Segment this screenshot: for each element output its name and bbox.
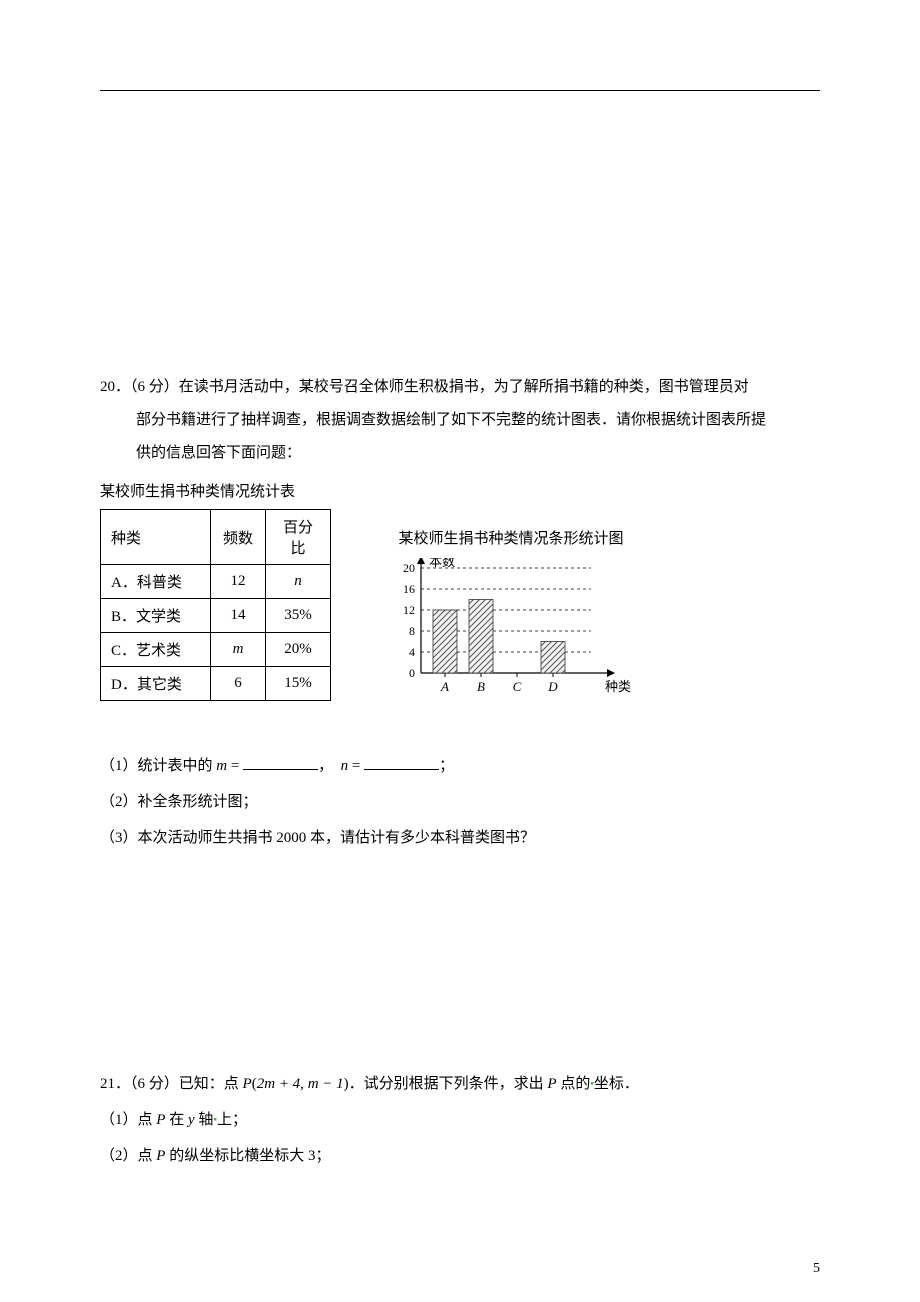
q21-block: 21．（6 分）已知：点 P(2m + 4, m − 1)．试分别根据下列条件，… bbox=[100, 1066, 820, 1174]
q21-suffix: 点的 bbox=[557, 1076, 591, 1092]
bar-chart-container: 某校师生捐书种类情况条形统计图 本数种类 0 4 8 12 16 20 A B C D bbox=[381, 527, 641, 708]
cell-cat: B．文学类 bbox=[101, 599, 211, 633]
q21-period: ． bbox=[624, 1076, 639, 1092]
svg-text:D: D bbox=[547, 679, 558, 694]
sub1-prefix: （1）点 bbox=[100, 1112, 156, 1128]
svg-text:0: 0 bbox=[409, 666, 415, 680]
sub1-suffix: ； bbox=[439, 758, 454, 774]
q21-points: （6 分） bbox=[130, 1076, 179, 1092]
q21-mid: ．试分别根据下列条件，求出 bbox=[349, 1076, 548, 1092]
svg-text:16: 16 bbox=[403, 582, 415, 596]
sub2-prefix: （2）点 bbox=[100, 1148, 156, 1164]
q20-line1: 在读书月活动中，某校号召全体师生积极捐书，为了解所捐书籍的种类，图书管理员对 bbox=[179, 379, 749, 395]
formula-P2: P bbox=[547, 1076, 556, 1092]
sub1-suffix: 上； bbox=[217, 1112, 247, 1128]
table-row: A．科普类 12 n bbox=[101, 565, 331, 599]
q20-subquestions: （1）统计表中的 m = ， n = ； （2）补全条形统计图； （3）本次活动… bbox=[100, 748, 820, 856]
blank-m bbox=[243, 755, 318, 770]
cell-cat: A．科普类 bbox=[101, 565, 211, 599]
cell-pct: 35% bbox=[266, 599, 331, 633]
q20-points: （6 分） bbox=[130, 379, 179, 395]
q20-sub3: （3）本次活动师生共捐书 2000 本，请估计有多少本科普类图书？ bbox=[100, 820, 820, 856]
cell-freq: 14 bbox=[211, 599, 266, 633]
svg-text:B: B bbox=[477, 679, 485, 694]
sub1-axis: 轴 bbox=[195, 1112, 214, 1128]
th-percent: 百分比 bbox=[266, 510, 331, 565]
q20-number: 20． bbox=[100, 379, 130, 395]
table-row: D．其它类 6 15% bbox=[101, 667, 331, 701]
var-m: m bbox=[233, 641, 244, 657]
sub1-y: y bbox=[188, 1112, 195, 1128]
q21-number: 21． bbox=[100, 1076, 130, 1092]
svg-text:20: 20 bbox=[403, 561, 415, 575]
stat-table: 种类 频数 百分比 A．科普类 12 n B．文学类 14 35% C．艺术类 … bbox=[100, 509, 331, 701]
q21-sub2: （2）点 P 的纵坐标比横坐标大 3； bbox=[100, 1138, 820, 1174]
cell-freq: 12 bbox=[211, 565, 266, 599]
sub1-mid: 在 bbox=[165, 1112, 188, 1128]
sub1-eq1: = bbox=[227, 758, 243, 774]
chart-title: 某校师生捐书种类情况条形统计图 bbox=[381, 527, 641, 548]
table-row: B．文学类 14 35% bbox=[101, 599, 331, 633]
svg-text:8: 8 bbox=[409, 624, 415, 638]
q21-prefix: 已知：点 bbox=[179, 1076, 243, 1092]
q20-sub1: （1）统计表中的 m = ， n = ； bbox=[100, 748, 820, 784]
cell-cat: C．艺术类 bbox=[101, 633, 211, 667]
svg-text:12: 12 bbox=[403, 603, 415, 617]
sub1-n: n bbox=[341, 758, 349, 774]
cell-freq: m bbox=[211, 633, 266, 667]
sub1-comma: ， bbox=[318, 758, 333, 774]
q20-sub2: （2）补全条形统计图； bbox=[100, 784, 820, 820]
formula-P: P bbox=[243, 1076, 252, 1092]
table-row: C．艺术类 m 20% bbox=[101, 633, 331, 667]
sub1-prefix: （1）统计表中的 bbox=[100, 758, 216, 774]
q20-line3: 供的信息回答下面问题： bbox=[100, 437, 820, 470]
table-header-row: 种类 频数 百分比 bbox=[101, 510, 331, 565]
svg-text:4: 4 bbox=[409, 645, 415, 659]
q20-line2: 部分书籍进行了抽样调查，根据调查数据绘制了如下不完整的统计图表．请你根据统计图表… bbox=[100, 404, 820, 437]
cell-freq: 6 bbox=[211, 667, 266, 701]
sub1-eq2: = bbox=[348, 758, 364, 774]
cell-cat: D．其它类 bbox=[101, 667, 211, 701]
formula-expr: 2m + 4, m − 1 bbox=[257, 1076, 344, 1092]
sub1-m: m bbox=[216, 758, 227, 774]
cell-pct: n bbox=[266, 565, 331, 599]
svg-text:种类: 种类 bbox=[605, 679, 631, 694]
svg-text:A: A bbox=[440, 679, 449, 694]
q20-stem: 20．（6 分）在读书月活动中，某校号召全体师生积极捐书，为了解所捐书籍的种类，… bbox=[100, 371, 820, 470]
bar-chart: 本数种类 0 4 8 12 16 20 A B C D bbox=[381, 558, 641, 708]
blank-n bbox=[364, 755, 439, 770]
th-category: 种类 bbox=[101, 510, 211, 565]
table-title: 某校师生捐书种类情况统计表 bbox=[100, 480, 820, 501]
q21-stem: 21．（6 分）已知：点 P(2m + 4, m − 1)．试分别根据下列条件，… bbox=[100, 1066, 820, 1102]
svg-text:C: C bbox=[513, 679, 522, 694]
var-n: n bbox=[294, 573, 302, 589]
q21-coord: 坐标 bbox=[594, 1076, 624, 1092]
header-separator bbox=[100, 90, 820, 91]
svg-text:本数: 本数 bbox=[429, 558, 455, 569]
th-frequency: 频数 bbox=[211, 510, 266, 565]
sub2-suffix: 的纵坐标比横坐标大 3； bbox=[165, 1148, 330, 1164]
q21-sub1: （1）点 P 在 y 轴▪上； bbox=[100, 1102, 820, 1138]
page-number: 5 bbox=[813, 1261, 820, 1277]
cell-pct: 20% bbox=[266, 633, 331, 667]
cell-pct: 15% bbox=[266, 667, 331, 701]
